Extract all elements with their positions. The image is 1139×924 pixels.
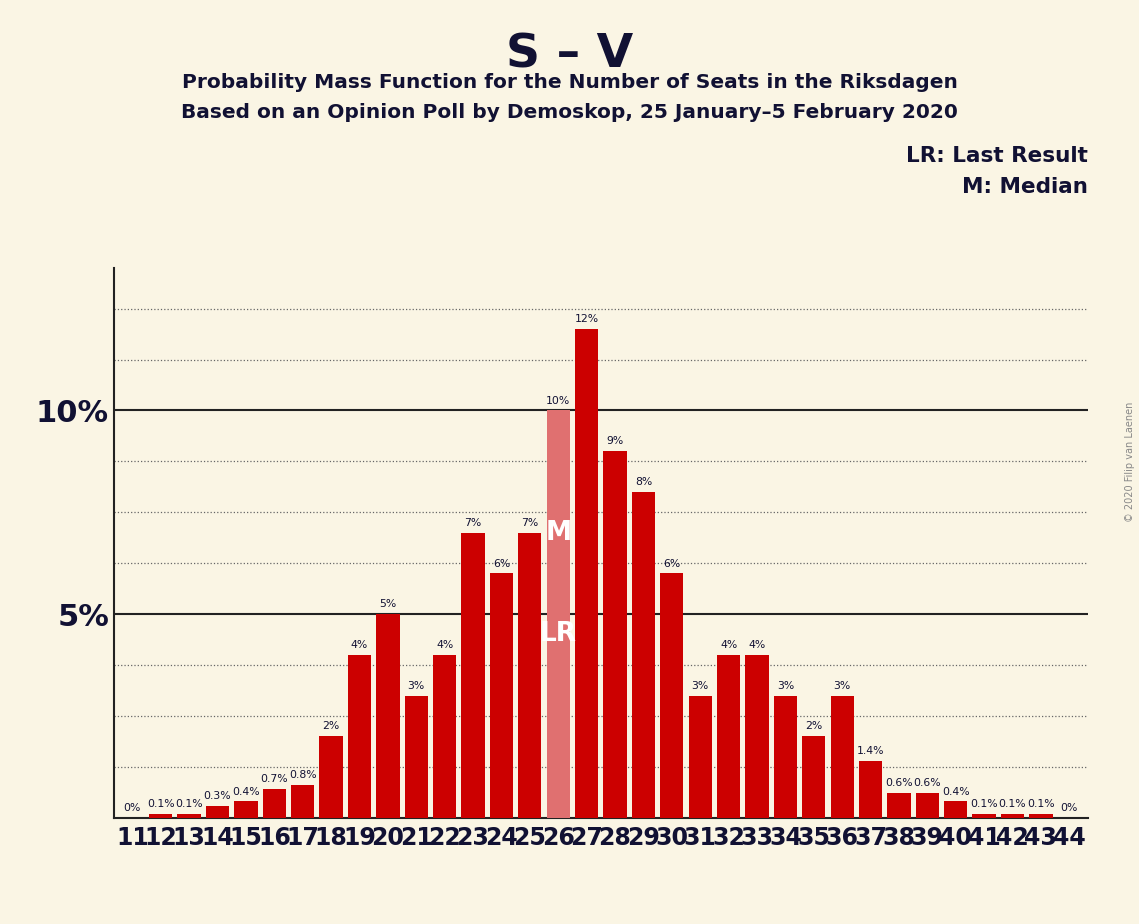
Text: 8%: 8% — [634, 477, 652, 487]
Text: 1.4%: 1.4% — [857, 746, 884, 756]
Text: 0.1%: 0.1% — [1027, 798, 1055, 808]
Text: 4%: 4% — [748, 640, 765, 650]
Text: 0.1%: 0.1% — [970, 798, 998, 808]
Text: 0.3%: 0.3% — [204, 791, 231, 800]
Bar — [802, 736, 826, 818]
Bar — [973, 814, 995, 818]
Bar — [604, 451, 626, 818]
Text: 0.4%: 0.4% — [942, 786, 969, 796]
Text: 2%: 2% — [805, 722, 822, 732]
Text: 3%: 3% — [408, 681, 425, 690]
Text: 9%: 9% — [606, 436, 624, 446]
Text: 0%: 0% — [1060, 803, 1077, 813]
Bar — [347, 655, 371, 818]
Text: M: M — [546, 519, 572, 546]
Text: 0.6%: 0.6% — [913, 778, 941, 788]
Text: LR: Last Result: LR: Last Result — [906, 146, 1088, 166]
Text: Based on an Opinion Poll by Demoskop, 25 January–5 February 2020: Based on an Opinion Poll by Demoskop, 25… — [181, 103, 958, 123]
Bar — [178, 814, 200, 818]
Bar — [292, 785, 314, 818]
Text: 0.4%: 0.4% — [232, 786, 260, 796]
Bar — [661, 574, 683, 818]
Text: 0.1%: 0.1% — [999, 798, 1026, 808]
Bar — [944, 801, 967, 818]
Bar — [745, 655, 769, 818]
Text: 4%: 4% — [351, 640, 368, 650]
Text: 4%: 4% — [720, 640, 737, 650]
Bar — [716, 655, 740, 818]
Text: 6%: 6% — [493, 558, 510, 568]
Text: S – V: S – V — [506, 32, 633, 78]
Text: 12%: 12% — [574, 314, 599, 324]
Text: 2%: 2% — [322, 722, 339, 732]
Text: 0.8%: 0.8% — [289, 771, 317, 780]
Text: 0.7%: 0.7% — [261, 774, 288, 784]
Text: 6%: 6% — [663, 558, 680, 568]
Text: 0.1%: 0.1% — [147, 798, 174, 808]
Text: 3%: 3% — [691, 681, 708, 690]
Bar — [1001, 814, 1024, 818]
Bar — [547, 410, 570, 818]
Text: 3%: 3% — [777, 681, 794, 690]
Bar — [263, 789, 286, 818]
Text: 0.6%: 0.6% — [885, 778, 912, 788]
Bar — [1030, 814, 1052, 818]
Bar — [404, 696, 428, 818]
Text: 0.1%: 0.1% — [175, 798, 203, 808]
Text: 5%: 5% — [379, 600, 396, 609]
Text: 10%: 10% — [546, 395, 571, 406]
Bar — [206, 806, 229, 818]
Bar — [490, 574, 513, 818]
Text: M: Median: M: Median — [961, 177, 1088, 198]
Bar — [461, 532, 485, 818]
Bar — [859, 760, 883, 818]
Bar — [689, 696, 712, 818]
Bar — [149, 814, 172, 818]
Bar — [632, 492, 655, 818]
Text: 0%: 0% — [124, 803, 141, 813]
Bar — [319, 736, 343, 818]
Text: 7%: 7% — [522, 517, 539, 528]
Bar — [575, 329, 598, 818]
Bar — [830, 696, 854, 818]
Bar — [518, 532, 541, 818]
Bar — [887, 794, 910, 818]
Bar — [433, 655, 457, 818]
Bar — [235, 801, 257, 818]
Text: LR: LR — [540, 622, 576, 648]
Text: 4%: 4% — [436, 640, 453, 650]
Bar — [773, 696, 797, 818]
Text: 3%: 3% — [834, 681, 851, 690]
Bar — [916, 794, 939, 818]
Text: 7%: 7% — [465, 517, 482, 528]
Bar — [376, 614, 400, 818]
Text: © 2020 Filip van Laenen: © 2020 Filip van Laenen — [1125, 402, 1134, 522]
Text: Probability Mass Function for the Number of Seats in the Riksdagen: Probability Mass Function for the Number… — [181, 73, 958, 92]
